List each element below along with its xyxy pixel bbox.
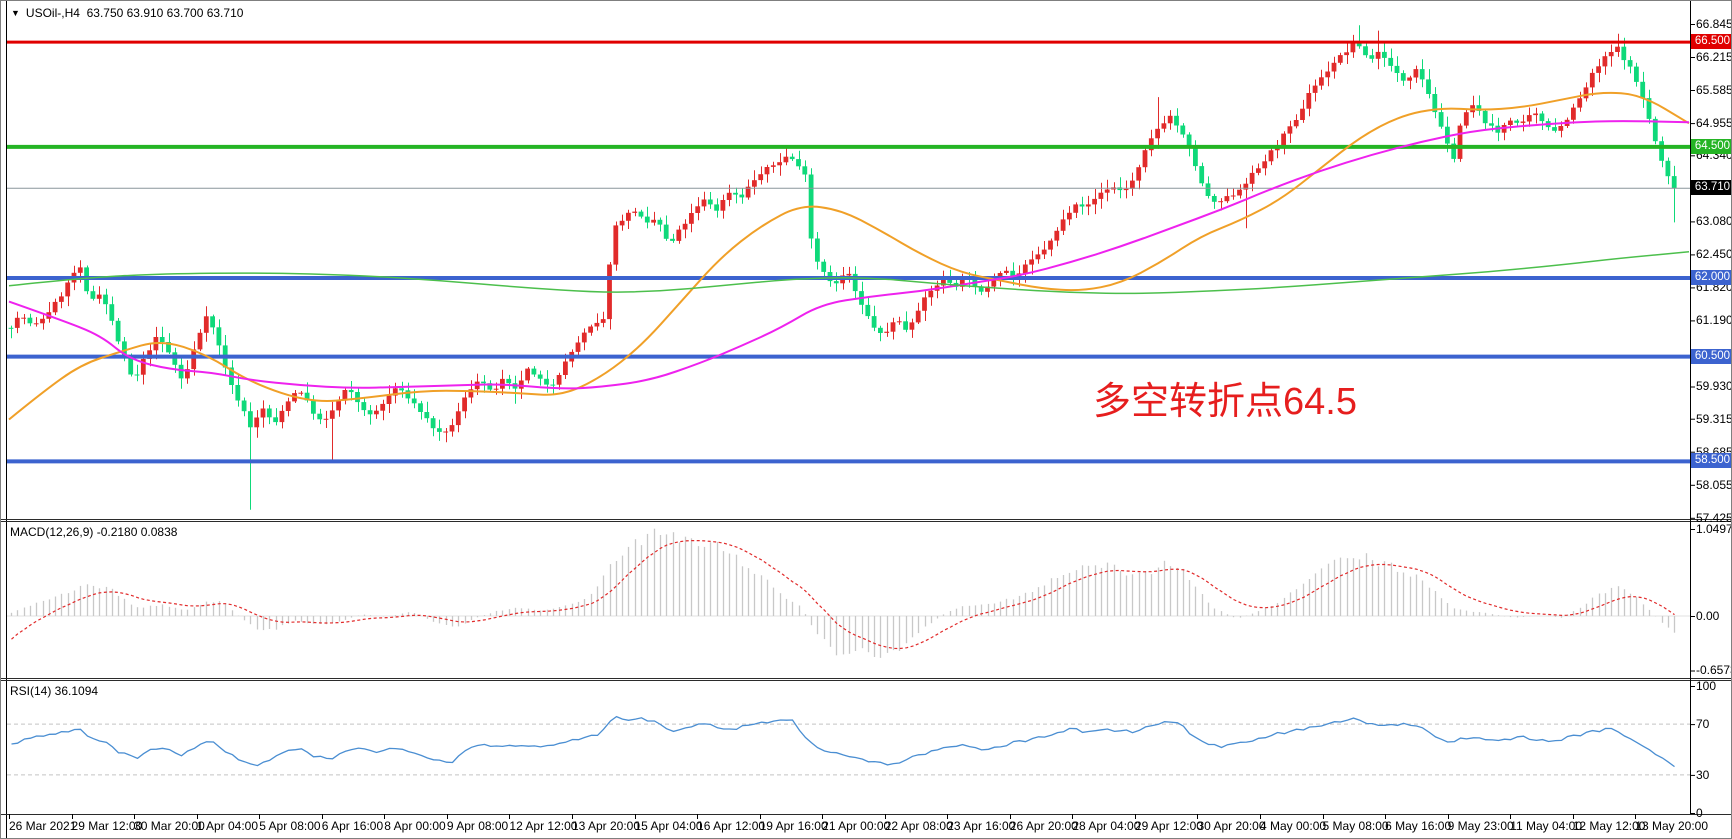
time-axis-label: 9 Apr 08:00: [446, 819, 509, 833]
price-tick-label: 59.930: [1696, 379, 1732, 394]
time-axis-label: 22 Apr 08:00: [884, 819, 953, 833]
price-tick-label: 57.425: [1696, 510, 1732, 525]
time-axis-label: 30 Apr 20:00: [1197, 819, 1266, 833]
time-axis-label: 13 Apr 20:00: [571, 819, 640, 833]
price-level-badge: 63.710: [1691, 180, 1731, 196]
price-level-badge: 62.000: [1691, 269, 1731, 285]
rsi-plot: [7, 715, 1690, 776]
price-tick-label: 62.450: [1696, 247, 1732, 262]
time-axis-label: 26 Apr 20:00: [1009, 819, 1078, 833]
time-axis-label: 29 Mar 12:00: [71, 819, 143, 833]
ma-mid-magenta: [8, 120, 1690, 390]
price-tick-label: 63.080: [1696, 214, 1732, 229]
price-tick-label: 66.845: [1696, 17, 1732, 31]
ma-slow-green: [8, 251, 1690, 295]
time-axis-label: 30 Mar 20:00: [134, 819, 205, 833]
price-plot: [7, 25, 1690, 510]
time-axis-label: 6 May 16:00: [1385, 819, 1452, 833]
price-level-badge: 64.500: [1691, 138, 1731, 154]
price-level-badge: 58.500: [1691, 453, 1731, 469]
macd-indicator-label: MACD(12,26,9) -0.2180 0.0838: [10, 525, 178, 539]
time-axis-label: 5 May 08:00: [1322, 819, 1389, 833]
price-tick-label: 66.215: [1696, 50, 1732, 65]
time-axis-label: 1 Apr 04:00: [196, 819, 259, 833]
time-axis-label: 19 Apr 16:00: [759, 819, 828, 833]
time-axis-label: 21 Apr 00:00: [822, 819, 891, 833]
chevron-down-icon[interactable]: ▼: [11, 7, 20, 18]
symbol-ohlc-text: USOil-,H4 63.750 63.910 63.700 63.710: [25, 6, 244, 20]
time-axis-label: 29 Apr 12:00: [1134, 819, 1203, 833]
time-axis-label: 4 May 00:00: [1260, 819, 1327, 833]
rsi-tick-label: 70: [1696, 717, 1710, 732]
pane-left-border: [6, 1, 7, 838]
time-axis[interactable]: 26 Mar 2021 29 Mar 12:00 30 Mar 20:00 1 Apr…: [1, 814, 1731, 838]
time-axis-label: 28 Apr 04:00: [1072, 819, 1141, 833]
rsi-indicator-label: RSI(14) 36.1094: [10, 684, 99, 698]
time-axis-label: 26 Mar 2021: [9, 819, 77, 833]
time-axis-label: 13 May 20:00: [1635, 819, 1709, 833]
price-level-badge: 66.500: [1691, 34, 1731, 50]
price-tick-label: 61.190: [1696, 313, 1732, 328]
macd-plot: [7, 528, 1690, 658]
time-axis-label: 11 May 04:00: [1510, 819, 1583, 833]
annotation-text[interactable]: 多空转折点64.5: [1093, 381, 1357, 423]
price-tick-label: 58.055: [1696, 477, 1732, 492]
time-axis-label: 16 Apr 12:00: [697, 819, 766, 833]
macd-tick-label: 0.00: [1696, 609, 1720, 623]
time-axis-label: 15 Apr 04:00: [634, 819, 703, 833]
price-level-badge: 60.500: [1691, 348, 1731, 364]
macd-tick-label: 1.0497: [1696, 522, 1732, 536]
symbol-ohlc-header: ▼ USOil-,H4 63.750 63.910 63.700 63.710: [11, 6, 243, 20]
time-axis-label: 5 Apr 08:00: [259, 819, 321, 833]
time-axis-label: 23 Apr 16:00: [947, 819, 1016, 833]
rsi-tick-label: 0: [1696, 806, 1703, 820]
macd-tick-label: -0.6573: [1696, 663, 1731, 678]
price-tick-label: 59.315: [1696, 411, 1732, 426]
price-tick-label: 65.585: [1696, 83, 1732, 98]
price-axis[interactable]: 66.845 66.215 65.585 64.955 64.340 63.080 62.4…: [1690, 1, 1732, 820]
time-axis-label: 8 Apr 00:00: [384, 819, 446, 833]
time-axis-label: 12 Apr 12:00: [509, 819, 578, 833]
time-axis-label: 12 May 12:00: [1572, 819, 1646, 833]
time-axis-label: 9 May 23:00: [1447, 819, 1514, 833]
price-tick-label: 64.955: [1696, 116, 1732, 131]
ma-fast-orange: [8, 91, 1690, 421]
rsi-tick-label: 100: [1696, 679, 1717, 693]
rsi-tick-label: 30: [1696, 767, 1710, 782]
time-axis-label: 6 Apr 16:00: [321, 819, 384, 833]
